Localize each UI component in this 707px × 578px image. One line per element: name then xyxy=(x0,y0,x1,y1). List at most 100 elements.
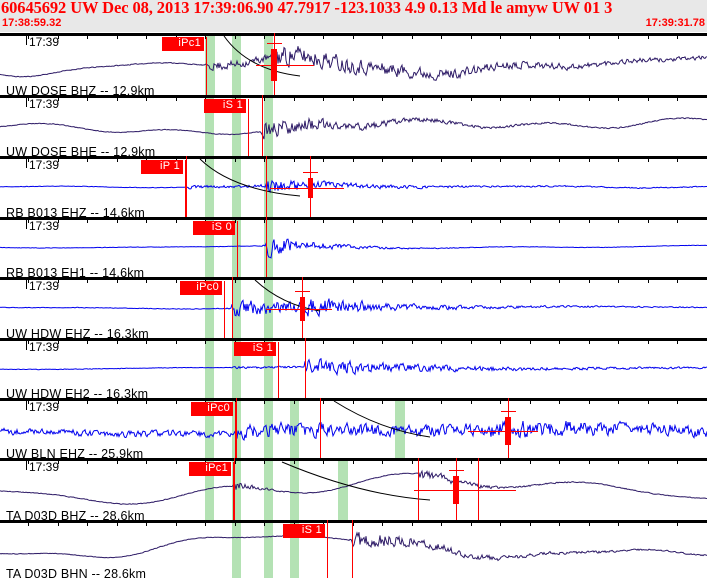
phase-pick-line[interactable] xyxy=(206,37,207,95)
pick-marker-line[interactable] xyxy=(266,156,267,217)
axis-tick xyxy=(412,277,413,283)
axis-tick xyxy=(618,458,619,464)
phase-pick-label[interactable]: iS 1 xyxy=(234,342,276,356)
phase-pick-label[interactable]: iS 1 xyxy=(204,99,246,113)
axis-tick xyxy=(146,156,147,162)
axis-tick xyxy=(441,217,442,223)
pick-marker-line[interactable] xyxy=(418,458,419,520)
pick-marker-line[interactable] xyxy=(305,338,306,398)
phase-pick-line[interactable] xyxy=(224,281,225,338)
trace-panel[interactable]: 17:39 iPc0 UW HDW EHZ -- 16.3km xyxy=(0,277,707,338)
axis-tick xyxy=(235,338,236,344)
amplitude-baseline xyxy=(266,308,332,310)
axis-tick xyxy=(205,95,206,101)
axis-tick xyxy=(205,277,206,283)
axis-tick xyxy=(618,156,619,162)
axis-tick xyxy=(441,458,442,464)
axis-tick xyxy=(205,338,206,344)
signal-window-band xyxy=(290,520,299,578)
phase-pick-label[interactable]: iPc0 xyxy=(180,281,222,295)
pick-marker-line[interactable] xyxy=(262,95,263,156)
axis-tick xyxy=(323,33,324,39)
axis-tick xyxy=(353,398,354,404)
pick-marker-line[interactable] xyxy=(236,398,237,458)
axis-tick xyxy=(382,33,383,39)
phase-pick-line[interactable] xyxy=(248,99,249,156)
phase-pick-label[interactable]: iPc1 xyxy=(189,462,231,476)
pick-marker-line[interactable] xyxy=(352,520,353,578)
trace-panel[interactable]: 17:39 iPc0 UW BLN EHZ -- 25.9km xyxy=(0,398,707,458)
trace-panel[interactable]: 17:39 iPc1 TA D03D BHZ -- 28.6km xyxy=(0,458,707,520)
time-axis-ticks xyxy=(0,33,707,42)
axis-tick xyxy=(28,398,29,404)
axis-tick xyxy=(530,520,531,526)
time-axis-ticks xyxy=(0,458,707,467)
phase-pick-line[interactable] xyxy=(235,402,236,458)
trace-panel[interactable]: 17:39 iS 1 UW DOSE BHE -- 12.9km xyxy=(0,95,707,156)
axis-tick xyxy=(589,33,590,39)
trace-panel[interactable]: 17:39 iS 1 UW HDW EH2 -- 16.3km xyxy=(0,338,707,398)
pick-marker-line[interactable] xyxy=(320,398,321,458)
signal-window-band xyxy=(264,398,273,458)
axis-tick xyxy=(353,458,354,464)
pick-marker-line[interactable] xyxy=(186,156,187,217)
pick-marker-line[interactable] xyxy=(234,458,235,520)
signal-window-band xyxy=(232,520,241,578)
phase-pick-line[interactable] xyxy=(278,342,279,398)
axis-tick xyxy=(264,156,265,162)
time-axis-ticks xyxy=(0,217,707,226)
time-axis-label: 17:39 xyxy=(29,158,60,172)
axis-tick xyxy=(559,277,560,283)
time-axis-label: 17:39 xyxy=(29,219,60,233)
axis-tick xyxy=(294,398,295,404)
axis-tick xyxy=(58,398,59,404)
axis-tick xyxy=(235,95,236,101)
time-axis-label: 17:39 xyxy=(29,460,60,474)
phase-pick-label[interactable]: iS 0 xyxy=(193,221,235,235)
minute-tick xyxy=(26,98,27,107)
phase-pick-label[interactable]: iS 1 xyxy=(283,524,325,538)
axis-tick xyxy=(500,156,501,162)
signal-window-band xyxy=(232,277,241,338)
axis-tick xyxy=(441,95,442,101)
axis-tick xyxy=(530,458,531,464)
axis-tick xyxy=(677,277,678,283)
axis-tick xyxy=(500,95,501,101)
trace-panel[interactable]: iS 1 TA D03D BHN -- 28.6km xyxy=(0,520,707,578)
phase-pick-line[interactable] xyxy=(233,462,234,520)
trace-panel[interactable]: 17:39 iP 1 RB B013 EHZ -- 14.6km xyxy=(0,156,707,217)
phase-pick-label[interactable]: iP 1 xyxy=(141,160,183,174)
waveform-trace xyxy=(0,179,707,194)
travel-time-curve xyxy=(333,400,431,438)
axis-tick xyxy=(323,398,324,404)
trace-panel[interactable]: 17:39 iS 0 RB B013 EH1 -- 14.6km xyxy=(0,217,707,277)
axis-tick xyxy=(264,458,265,464)
axis-tick xyxy=(353,95,354,101)
pick-marker-line[interactable] xyxy=(232,277,233,338)
waveform-trace xyxy=(0,469,707,505)
axis-tick xyxy=(559,217,560,223)
axis-tick xyxy=(559,398,560,404)
axis-tick xyxy=(618,33,619,39)
waveform-trace xyxy=(0,420,707,442)
axis-tick xyxy=(87,33,88,39)
phase-pick-line[interactable] xyxy=(185,160,186,217)
trace-panel[interactable]: 17:39 iPc1 UW DOSE BHZ -- 12.9km xyxy=(0,33,707,95)
phase-pick-label[interactable]: iPc1 xyxy=(162,37,204,51)
phase-pick-line[interactable] xyxy=(237,221,238,277)
axis-tick xyxy=(205,458,206,464)
axis-tick xyxy=(117,458,118,464)
axis-tick xyxy=(294,217,295,223)
pick-marker-line[interactable] xyxy=(266,217,267,277)
axis-tick xyxy=(500,398,501,404)
channel-label: UW HDW EHZ -- 16.3km xyxy=(6,327,149,338)
axis-tick xyxy=(648,458,649,464)
axis-tick xyxy=(87,520,88,526)
axis-tick xyxy=(28,95,29,101)
axis-tick xyxy=(648,217,649,223)
phase-pick-line[interactable] xyxy=(327,524,328,578)
axis-tick xyxy=(58,458,59,464)
pick-marker-line[interactable] xyxy=(478,458,479,520)
phase-pick-label[interactable]: iPc0 xyxy=(191,402,233,416)
minute-tick xyxy=(26,159,27,168)
